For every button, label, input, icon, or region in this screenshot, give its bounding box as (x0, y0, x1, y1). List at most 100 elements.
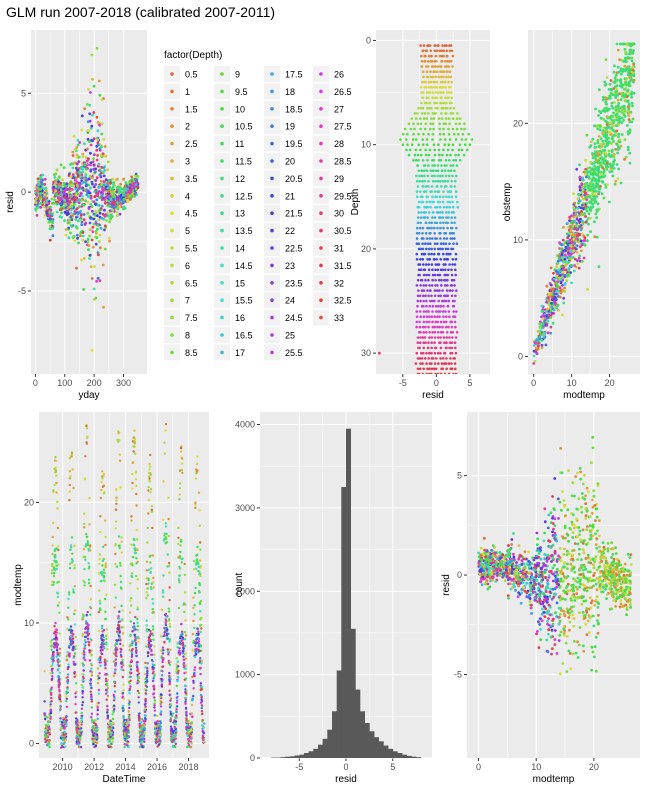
data-point (60, 215, 63, 219)
data-point (447, 310, 451, 313)
data-point (439, 383, 442, 386)
data-point (403, 127, 407, 131)
data-point (135, 178, 139, 182)
data-point (445, 44, 448, 47)
data-point (100, 204, 104, 208)
data-point (577, 240, 580, 244)
data-point (64, 228, 68, 231)
data-point (441, 325, 444, 329)
data-point (594, 186, 598, 189)
legend-item: 4.5 (164, 205, 198, 222)
data-point (436, 284, 439, 287)
legend-swatch (170, 228, 174, 233)
data-point (430, 221, 434, 225)
data-point (428, 44, 432, 47)
data-point (67, 191, 71, 195)
data-point (76, 207, 79, 210)
data-point (621, 70, 625, 73)
legend-swatch (170, 246, 174, 250)
data-point (190, 712, 194, 715)
data-point (80, 258, 83, 262)
data-point (559, 278, 563, 281)
data-point (85, 193, 89, 197)
data-point (419, 367, 422, 371)
data-point (556, 259, 560, 263)
data-point (71, 154, 75, 157)
data-point (580, 203, 584, 207)
data-point (578, 188, 582, 192)
data-point (76, 184, 79, 188)
data-point (570, 221, 573, 225)
data-point (447, 174, 451, 178)
data-point (597, 151, 600, 154)
data-point (437, 304, 440, 308)
legend-item: 0.5 (164, 66, 198, 82)
data-point (598, 109, 601, 113)
data-point (430, 174, 434, 178)
data-point (57, 180, 60, 184)
data-point (424, 263, 428, 266)
data-point (630, 56, 634, 60)
data-point (613, 118, 616, 122)
data-point (431, 268, 434, 272)
data-point (433, 221, 437, 225)
data-point (539, 320, 542, 324)
data-point (450, 351, 454, 355)
data-point (100, 145, 103, 149)
data-point (453, 357, 457, 360)
data-point (73, 198, 77, 202)
data-point (428, 284, 431, 287)
data-point (428, 351, 431, 355)
legend-swatch (170, 298, 174, 303)
data-point (602, 196, 606, 200)
data-point (558, 241, 561, 245)
data-point (593, 161, 596, 165)
legend-label: 4 (185, 191, 190, 201)
data-point (432, 65, 435, 68)
data-point (100, 122, 104, 126)
legend-item: 12.5 (214, 187, 253, 204)
data-point (434, 54, 438, 58)
data-point (86, 637, 90, 640)
data-point (438, 132, 442, 136)
data-point (433, 232, 437, 235)
data-point (89, 196, 93, 200)
data-point (582, 207, 585, 211)
data-point (569, 232, 573, 236)
y-tick-label: 0 (29, 739, 34, 749)
data-point (99, 179, 103, 183)
data-point (416, 294, 420, 298)
legend-swatch (270, 315, 274, 320)
data-point (415, 252, 419, 256)
data-point (556, 303, 560, 307)
legend-item: 16 (214, 309, 245, 326)
data-point (437, 117, 441, 120)
data-point (84, 173, 88, 177)
data-point (586, 287, 589, 291)
data-point (438, 153, 441, 157)
legend-item: 14.5 (214, 257, 253, 274)
data-point (441, 289, 444, 292)
data-point (440, 101, 444, 105)
data-point (422, 190, 426, 193)
data-point (55, 648, 59, 652)
data-point (34, 197, 38, 201)
data-point (452, 242, 455, 245)
data-point (547, 300, 551, 304)
data-point (601, 166, 605, 170)
data-point (34, 207, 37, 211)
data-point (468, 143, 472, 146)
data-point (74, 193, 78, 197)
data-point (440, 49, 443, 53)
data-point (434, 278, 437, 282)
data-point (48, 745, 51, 749)
data-point (442, 378, 445, 381)
data-point (436, 185, 439, 188)
legend-item: 2.5 (164, 135, 198, 152)
data-point (597, 178, 601, 182)
data-point (106, 687, 110, 690)
data-point (99, 530, 102, 534)
data-point (435, 60, 438, 63)
data-point (94, 167, 98, 171)
